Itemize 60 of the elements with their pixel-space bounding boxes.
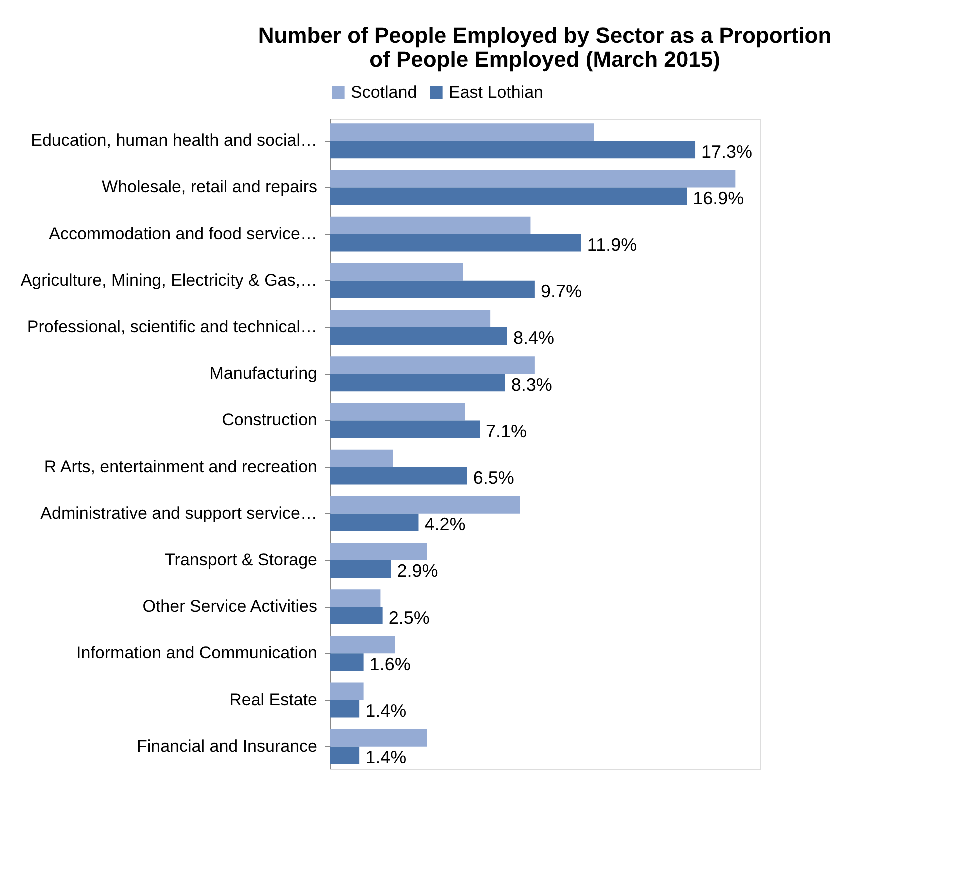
- y-tick-label: Agriculture, Mining, Electricity & Gas,…: [20, 270, 318, 290]
- bar: [330, 607, 383, 625]
- text: of People Employed (March 2015): [370, 47, 720, 72]
- data-label: 17.3%: [702, 142, 753, 162]
- bar: [330, 263, 464, 281]
- bar: [330, 188, 688, 206]
- data-label: 1.4%: [366, 701, 407, 722]
- bar: [330, 746, 360, 764]
- bar: [330, 514, 419, 532]
- y-tick-label: Manufacturing: [210, 364, 318, 384]
- data-label: 8.4%: [513, 328, 555, 348]
- bar: [330, 280, 535, 298]
- y-tick-label: Accommodation and food service…: [49, 224, 318, 244]
- bar: [330, 467, 468, 485]
- data-label: 2.9%: [397, 561, 438, 582]
- bar: [330, 356, 535, 374]
- legend-label: East Lothian: [449, 82, 544, 102]
- bar: [330, 141, 696, 159]
- bar: [330, 328, 508, 345]
- bar: [330, 450, 394, 468]
- y-tick-label: Other Service Activities: [142, 597, 318, 616]
- bar: [330, 124, 594, 142]
- data-label: 6.5%: [473, 468, 514, 488]
- bar: [330, 216, 531, 234]
- y-tick-label: Wholesale, retail and repairs: [102, 178, 318, 197]
- data-label: 8.3%: [511, 374, 552, 395]
- y-tick-label: Education, human health and social…: [31, 131, 318, 150]
- bar: [330, 234, 582, 252]
- text: Number of People Employed by Sector as a Proportion: [258, 23, 832, 48]
- y-tick-label: Financial and Insurance: [136, 736, 318, 756]
- bar: [330, 682, 364, 700]
- bar: [330, 654, 364, 672]
- data-label: 1.4%: [366, 748, 407, 768]
- bar: [330, 729, 428, 747]
- bar: [330, 310, 491, 328]
- bar: [330, 403, 466, 421]
- bar: [330, 170, 736, 188]
- bar: [330, 543, 428, 560]
- y-tick-label: Information and Communication: [76, 644, 318, 663]
- bar: [330, 636, 396, 654]
- data-label: 4.2%: [424, 514, 466, 535]
- y-tick-label: Real Estate: [230, 690, 318, 710]
- bar: [330, 496, 520, 514]
- y-tick-label: Professional, scientific and technical…: [27, 318, 318, 337]
- y-tick-label: Transport & Storage: [165, 550, 318, 570]
- data-label: 7.1%: [486, 421, 528, 442]
- data-label: 16.9%: [693, 188, 744, 208]
- bar: [330, 560, 392, 578]
- bar: [330, 420, 480, 438]
- data-label: 9.7%: [540, 282, 582, 302]
- y-tick-label: R Arts, entertainment and recreation: [44, 457, 318, 476]
- data-label: 1.6%: [370, 654, 411, 674]
- bar: [330, 374, 506, 392]
- data-label: 11.9%: [587, 235, 638, 256]
- y-tick-label: Construction: [222, 410, 318, 430]
- y-tick-label: Administrative and support service…: [40, 504, 318, 523]
- bar: [330, 590, 381, 608]
- legend-label: Scotland: [351, 82, 418, 102]
- bar: [330, 700, 360, 718]
- data-label: 2.5%: [388, 608, 430, 628]
